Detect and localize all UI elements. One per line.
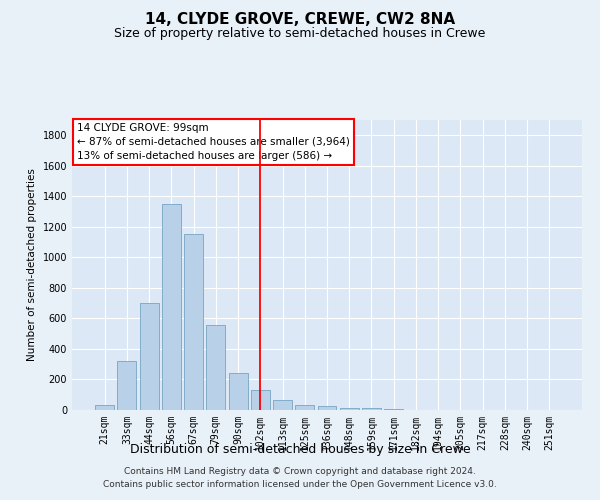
Bar bbox=[140, 303, 158, 410]
Bar bbox=[273, 400, 292, 410]
Text: Distribution of semi-detached houses by size in Crewe: Distribution of semi-detached houses by … bbox=[130, 442, 470, 456]
Text: 14, CLYDE GROVE, CREWE, CW2 8NA: 14, CLYDE GROVE, CREWE, CW2 8NA bbox=[145, 12, 455, 28]
Text: Contains public sector information licensed under the Open Government Licence v3: Contains public sector information licen… bbox=[103, 480, 497, 489]
Y-axis label: Number of semi-detached properties: Number of semi-detached properties bbox=[27, 168, 37, 362]
Bar bbox=[340, 408, 359, 410]
Bar bbox=[229, 374, 248, 410]
Bar bbox=[95, 406, 114, 410]
Bar bbox=[362, 408, 381, 410]
Bar bbox=[295, 406, 314, 410]
Text: Contains HM Land Registry data © Crown copyright and database right 2024.: Contains HM Land Registry data © Crown c… bbox=[124, 468, 476, 476]
Bar bbox=[184, 234, 203, 410]
Bar bbox=[384, 409, 403, 410]
Bar bbox=[251, 390, 270, 410]
Bar bbox=[118, 361, 136, 410]
Bar bbox=[206, 324, 225, 410]
Text: Size of property relative to semi-detached houses in Crewe: Size of property relative to semi-detach… bbox=[115, 28, 485, 40]
Bar bbox=[162, 204, 181, 410]
Bar bbox=[317, 406, 337, 410]
Text: 14 CLYDE GROVE: 99sqm
← 87% of semi-detached houses are smaller (3,964)
13% of s: 14 CLYDE GROVE: 99sqm ← 87% of semi-deta… bbox=[77, 123, 350, 161]
